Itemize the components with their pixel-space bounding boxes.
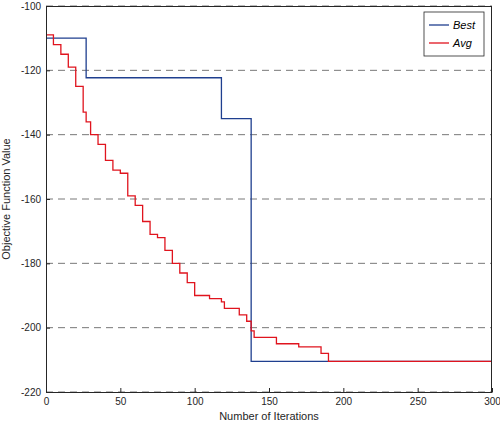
series-line (46, 35, 492, 361)
x-axis-line (47, 392, 493, 393)
y-tick: -160 (21, 194, 50, 205)
plot: 0 50 100 150 200 250 300 -220 -200 -180 -160 -140 -1… (21, 1, 500, 407)
series-group (46, 35, 492, 361)
x-tick: 300 (484, 388, 500, 407)
grid (46, 6, 492, 392)
y-tick-label: -180 (21, 258, 41, 269)
y-tick-mark (46, 263, 50, 264)
y-tick-label: -140 (21, 129, 41, 140)
legend-label: Avg (452, 37, 473, 49)
y-tick-mark (46, 199, 50, 200)
x-tick-mark (418, 388, 419, 392)
x-tick-label: 100 (187, 396, 204, 407)
plot-background (46, 6, 492, 392)
x-tick-label: 150 (261, 396, 278, 407)
x-tick: 200 (335, 388, 352, 407)
frame (46, 6, 492, 7)
x-tick-label: 300 (484, 396, 500, 407)
grid-line (46, 70, 492, 71)
grid-line (46, 134, 492, 135)
x-tick-mark (195, 388, 196, 392)
x-axis: 0 50 100 150 200 250 300 (44, 388, 500, 407)
y-tick-mark (46, 392, 50, 393)
x-tick: 250 (410, 388, 427, 407)
y-tick: -180 (21, 258, 50, 269)
x-tick-label: 50 (115, 396, 127, 407)
x-tick-label: 250 (410, 396, 427, 407)
x-tick-mark (343, 388, 344, 392)
x-tick-label: 200 (335, 396, 352, 407)
x-tick: 100 (187, 388, 204, 407)
x-tick: 50 (115, 388, 127, 407)
y-tick: -220 (21, 387, 50, 398)
legend-label: Best (453, 19, 476, 31)
y-axis-title: Objective Function Value (0, 138, 12, 259)
grid-line (46, 263, 492, 264)
y-tick: -120 (21, 65, 50, 76)
x-tick-mark (492, 388, 493, 392)
grid-line (46, 6, 492, 7)
y-tick-mark (46, 70, 50, 71)
frame (491, 6, 492, 392)
y-axis: -220 -200 -180 -160 -140 -120 -100 (21, 1, 50, 398)
y-tick-label: -220 (21, 387, 41, 398)
y-tick-mark (46, 135, 50, 136)
grid-line (46, 199, 492, 200)
grid-line (46, 327, 492, 328)
y-tick-label: -160 (21, 194, 41, 205)
legend-swatch (429, 24, 449, 25)
legend-box (424, 12, 484, 56)
y-tick: -100 (21, 1, 50, 12)
y-tick: -200 (21, 322, 50, 333)
y-tick: -140 (21, 129, 50, 140)
x-tick-label: 0 (44, 396, 50, 407)
y-tick-label: -100 (21, 1, 41, 12)
legend-swatch (429, 42, 449, 43)
x-axis-title: Number of Iterations (219, 410, 319, 422)
y-tick-mark (46, 328, 50, 329)
x-tick-mark (269, 388, 270, 392)
legend: Best Avg (424, 12, 484, 56)
y-tick-label: -120 (21, 65, 41, 76)
chart: 0 50 100 150 200 250 300 -220 -200 -180 -160 -140 -1… (0, 0, 500, 424)
series-line (46, 38, 492, 361)
x-tick: 150 (261, 388, 278, 407)
x-tick-mark (120, 388, 121, 392)
y-tick-label: -200 (21, 322, 41, 333)
